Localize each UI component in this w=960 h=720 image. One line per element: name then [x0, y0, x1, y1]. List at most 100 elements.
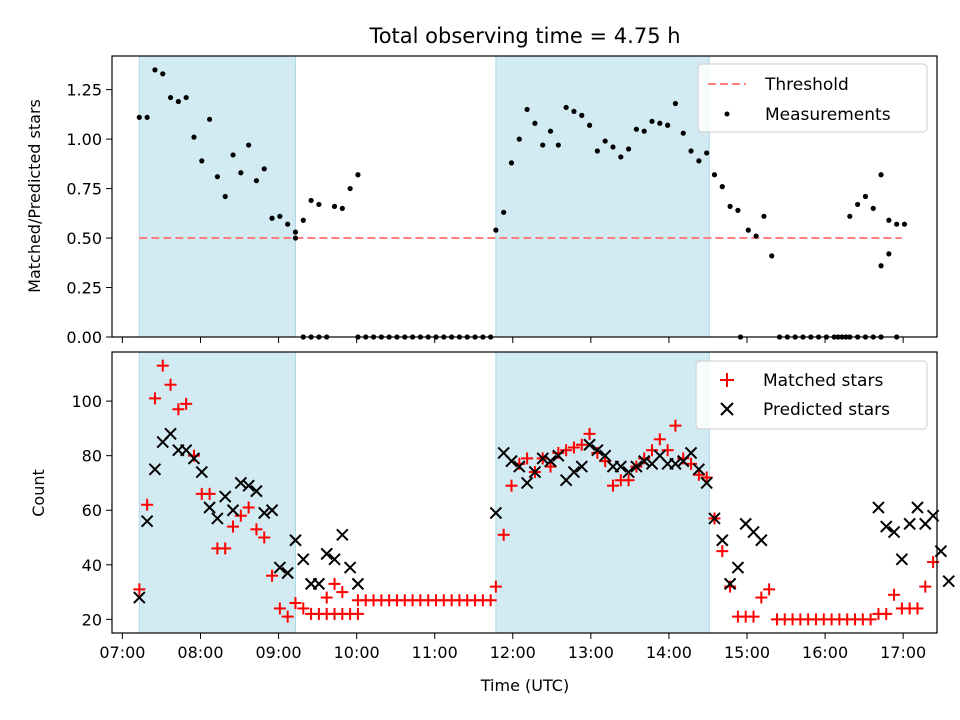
matched-star-point [505, 479, 518, 492]
measurement-point [641, 128, 647, 134]
matched-star-point [606, 479, 619, 492]
measurement-point [355, 172, 361, 178]
predicted-star-point [911, 501, 924, 514]
measurement-point [160, 71, 166, 77]
bottom-plot: 20 40 60 80 100 07:00 08:00 09:00 10:00 11:00 12:… [29, 351, 955, 695]
measurement-point [175, 98, 181, 105]
measurement-point [136, 114, 142, 120]
predicted-star-point [258, 506, 271, 520]
matched-star-point [716, 545, 729, 558]
measurement-point [579, 112, 585, 118]
predicted-star-point [895, 553, 909, 566]
predicted-star-point [242, 479, 255, 492]
measurement-point [901, 221, 908, 227]
top-legend: Threshold Measurements [697, 63, 928, 133]
measurement-point [300, 217, 306, 223]
measurement-point [152, 67, 158, 73]
measurement-point [886, 217, 892, 223]
predicted-star-point [265, 504, 279, 517]
matched-star-point [297, 602, 310, 615]
x-tick-label: 12:00 [490, 643, 536, 662]
predicted-star-point [692, 463, 706, 476]
measurement-point [870, 205, 876, 211]
matched-star-point [250, 523, 263, 536]
matched-star-point [242, 501, 255, 514]
predicted-star-point [320, 547, 333, 561]
matched-star-point [599, 455, 612, 468]
measurement-point [199, 158, 205, 164]
measurement-point [347, 185, 353, 192]
measurement-point [292, 229, 299, 235]
shaded-interval-1 [138, 55, 296, 338]
predicted-star-point [614, 460, 628, 473]
legend-threshold-label: Threshold [764, 75, 849, 95]
measurement-point [331, 203, 338, 209]
matched-star-point [133, 583, 146, 596]
y-tick-label: 40 [82, 556, 102, 575]
predicted-star-point [328, 553, 341, 566]
measurement-point [493, 227, 499, 233]
measurement-point [847, 213, 853, 219]
x-tick-label: 13:00 [568, 643, 614, 662]
measurement-point [547, 128, 554, 134]
measurement-point [886, 251, 892, 257]
measurement-point [594, 148, 600, 154]
measurement-point [285, 221, 291, 227]
matched-star-point [148, 392, 161, 405]
matched-star-point [489, 580, 502, 593]
shaded-interval-2 [495, 55, 710, 338]
measurement-point [214, 174, 221, 180]
predicted-star-point [723, 577, 737, 591]
measurement-point [183, 94, 189, 101]
chart-title: Total observing time = 4.75 h [368, 24, 680, 48]
matched-star-point [864, 613, 877, 626]
matched-star-point [692, 468, 705, 481]
y-tick-label: 0.50 [66, 229, 102, 248]
y-tick-label: 100 [71, 392, 102, 411]
matched-star-point [724, 580, 737, 593]
predicted-star-point [505, 454, 518, 468]
predicted-star-point [567, 465, 581, 479]
matched-star-point [888, 588, 901, 601]
legend-measurements-swatch [724, 111, 730, 117]
measurement-point [586, 122, 593, 128]
predicted-star-point [195, 465, 208, 479]
predicted-star-point [336, 528, 349, 541]
predicted-star-point [351, 577, 365, 591]
matched-star-point [653, 433, 666, 446]
measurement-point [339, 205, 345, 211]
matched-star-point [273, 602, 286, 615]
matched-star-point [289, 596, 302, 609]
matched-star-point [266, 569, 279, 582]
measurement-point [261, 166, 267, 172]
measurement-point [704, 150, 710, 156]
measurement-point [532, 120, 538, 126]
predicted-star-point [489, 506, 503, 520]
matched-star-point [258, 531, 271, 544]
matched-star-point [172, 403, 185, 416]
predicted-star-point [942, 574, 955, 588]
measurement-point [230, 152, 236, 158]
predicted-star-point [211, 512, 224, 525]
matched-star-point [328, 577, 341, 590]
matched-star-point [880, 607, 893, 620]
measurement-point [144, 114, 150, 120]
predicted-star-point [312, 577, 326, 591]
measurement-point [246, 142, 252, 148]
matched-star-point [141, 498, 154, 511]
predicted-star-point [903, 517, 916, 531]
predicted-star-point [219, 490, 232, 503]
predicted-star-point [598, 449, 612, 462]
measurement-point [680, 130, 686, 136]
matched-star-point [203, 487, 216, 500]
predicted-star-point [638, 454, 651, 468]
predicted-star-point [250, 484, 263, 498]
predicted-star-point [343, 561, 357, 574]
measurement-point [167, 94, 174, 101]
matched-star-point [320, 591, 333, 604]
matched-star-point [661, 444, 674, 457]
measurement-point [516, 136, 522, 142]
measurement-point [524, 106, 530, 113]
matched-star-point [575, 438, 588, 451]
